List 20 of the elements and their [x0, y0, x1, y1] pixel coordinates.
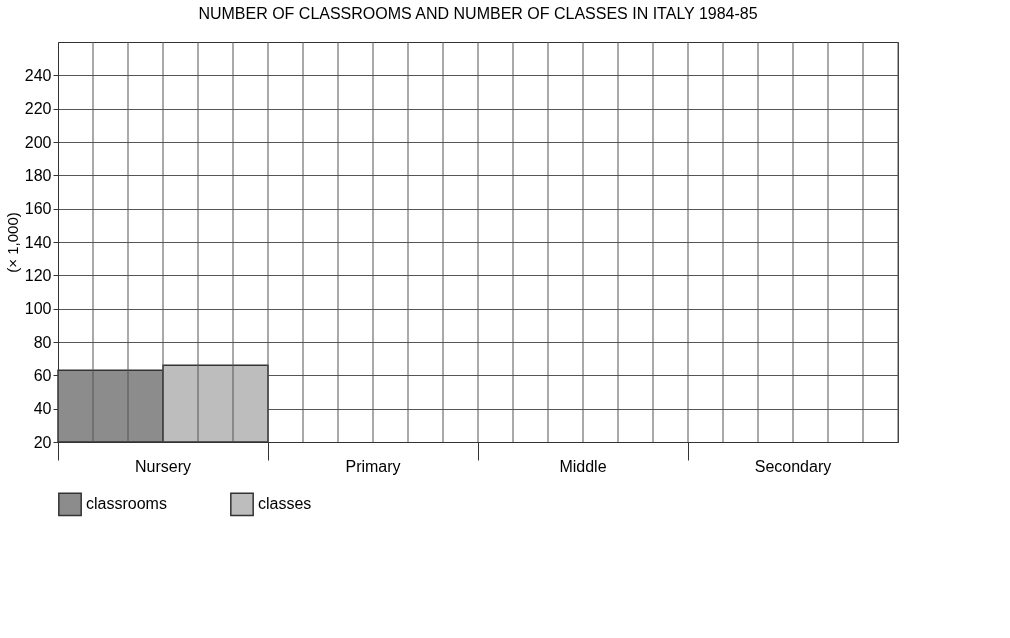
y-tick-label: 40	[33, 400, 52, 418]
legend-label: classes	[258, 495, 312, 513]
x-tick-label: Secondary	[754, 457, 832, 475]
legend-label: classrooms	[86, 495, 167, 513]
y-axis-title: (× 1,000)	[3, 212, 21, 273]
y-tick-label: 140	[24, 233, 52, 251]
chart-title: NUMBER OF CLASSROOMS AND NUMBER OF CLASSES IN ITALY 1984-85	[198, 4, 758, 22]
y-tick-label: 100	[24, 300, 52, 318]
x-tick-label: Nursery	[134, 457, 192, 475]
y-tick-label: 240	[24, 66, 52, 84]
y-tick-label: 60	[33, 366, 52, 384]
y-tick-label: 20	[33, 433, 52, 451]
x-tick-label: Primary	[345, 457, 401, 475]
y-tick-label: 200	[24, 133, 52, 151]
y-tick-label: 80	[33, 333, 52, 351]
y-tick-label: 180	[24, 166, 52, 184]
y-tick-label: 120	[24, 266, 52, 284]
y-tick-label: 220	[24, 100, 52, 118]
x-tick-label: Middle	[559, 457, 607, 475]
y-tick-label: 160	[24, 200, 52, 218]
